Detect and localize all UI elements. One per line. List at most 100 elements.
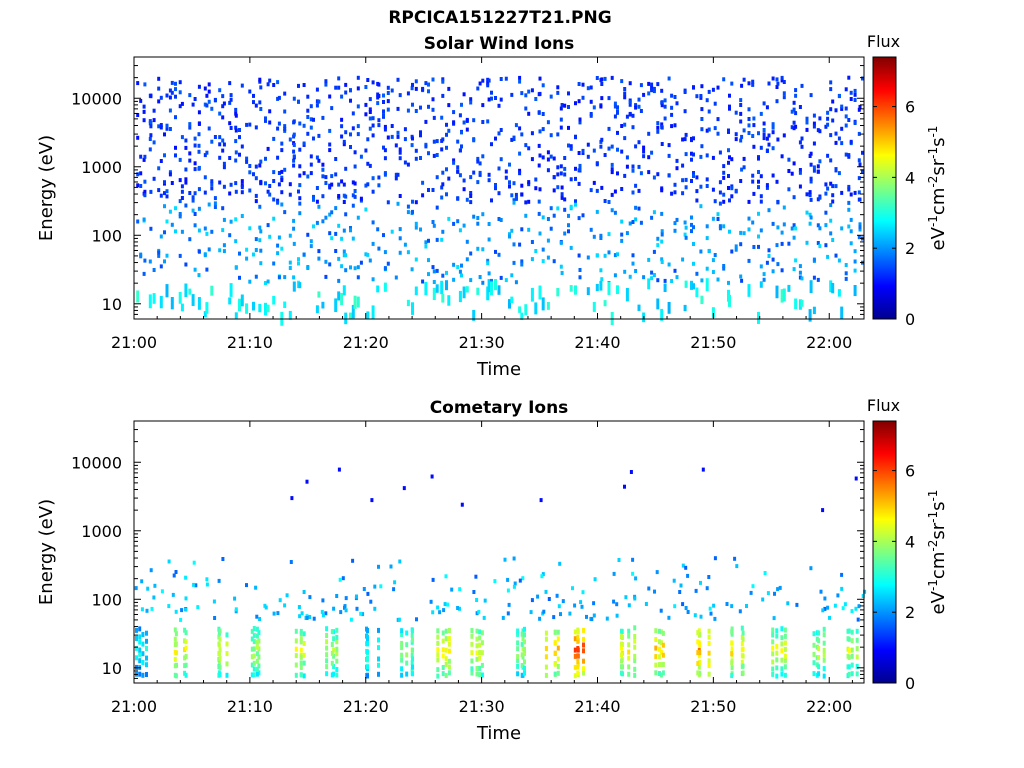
heatmap-cell (834, 131, 838, 136)
heatmap-cell (681, 563, 685, 568)
heatmap-cell (349, 312, 352, 319)
heatmap-cell (452, 277, 456, 282)
heatmap-cell (660, 142, 664, 146)
heatmap-cell (699, 249, 703, 254)
heatmap-cell (613, 210, 617, 215)
heatmap-cell (462, 178, 466, 183)
heatmap-cell (163, 230, 166, 235)
heatmap-cell (728, 106, 731, 111)
heatmap-cell (197, 110, 201, 115)
heatmap-cell (698, 650, 702, 656)
heatmap-cell (312, 616, 316, 621)
heatmap-cell (264, 605, 268, 610)
heatmap-cell (654, 662, 658, 668)
heatmap-cell (197, 228, 201, 233)
heatmap-cell (817, 664, 821, 670)
heatmap-cell (506, 577, 510, 582)
heatmap-cell (798, 168, 802, 172)
heatmap-cell (713, 253, 717, 257)
heatmap-cell (620, 79, 624, 84)
heatmap-cell (252, 660, 256, 666)
heatmap-cell (537, 110, 541, 115)
heatmap-cell (633, 666, 637, 672)
heatmap-cell (299, 654, 303, 660)
heatmap-cell (520, 641, 524, 647)
heatmap-cell (518, 79, 522, 84)
heatmap-cell (510, 228, 514, 233)
heatmap-cell (512, 556, 516, 561)
colorbar-tick-label: 6 (905, 462, 915, 481)
heatmap-cell (207, 99, 211, 104)
heatmap-cell (397, 617, 401, 622)
heatmap-cell (520, 132, 524, 137)
heatmap-cell (143, 179, 147, 184)
heatmap-cell (681, 602, 685, 607)
heatmap-cell (299, 665, 303, 670)
heatmap-cell (180, 303, 184, 312)
heatmap-cell (808, 221, 812, 226)
heatmap-cell (306, 266, 310, 270)
heatmap-cell (556, 185, 560, 190)
heatmap-cell (400, 640, 404, 646)
heatmap-cell (159, 123, 163, 127)
heatmap-cell (478, 665, 482, 671)
heatmap-cell (309, 117, 313, 122)
heatmap-cell (840, 572, 844, 577)
heatmap-cell (487, 78, 491, 83)
heatmap-cell (657, 628, 661, 634)
heatmap-cell (521, 636, 525, 641)
heatmap-cell (254, 585, 258, 590)
heatmap-cell (225, 641, 229, 647)
heatmap-cell (783, 672, 787, 678)
heatmap-cell (321, 301, 325, 309)
heatmap-cell (272, 295, 276, 305)
heatmap-cell (780, 641, 784, 647)
heatmap-cell (139, 252, 143, 257)
heatmap-cell (819, 589, 823, 594)
heatmap-cell (620, 187, 624, 191)
heatmap-cell (767, 254, 771, 258)
heatmap-cell (421, 279, 425, 284)
heatmap-cell (844, 263, 848, 267)
heatmap-cell (537, 163, 541, 168)
heatmap-cell (581, 151, 585, 155)
heatmap-cell (762, 121, 766, 126)
heatmap-cell (831, 118, 835, 123)
heatmap-cell (633, 625, 637, 631)
heatmap-cell (218, 180, 222, 185)
heatmap-cell (213, 205, 217, 209)
heatmap-cell (477, 609, 481, 614)
heatmap-cell (458, 269, 462, 274)
heatmap-cell (684, 235, 688, 240)
heatmap-cell (203, 153, 207, 158)
heatmap-cell (472, 170, 476, 175)
heatmap-cell (472, 590, 476, 594)
heatmap-cell (438, 610, 442, 615)
heatmap-cell (544, 672, 548, 678)
heatmap-cell (221, 206, 225, 211)
heatmap-cell (716, 217, 720, 221)
heatmap-cell (574, 134, 577, 139)
heatmap-cell (362, 587, 366, 591)
heatmap-cell (800, 299, 804, 307)
heatmap-cell (462, 92, 466, 97)
heatmap-cell (527, 111, 531, 116)
heatmap-cell (730, 81, 734, 86)
heatmap-cell (292, 96, 296, 101)
heatmap-cell (782, 205, 786, 210)
heatmap-cell (812, 631, 816, 637)
heatmap-cell (728, 104, 731, 109)
heatmap-cell (527, 180, 531, 185)
heatmap-cell (344, 130, 348, 135)
heatmap-cell (366, 311, 370, 320)
heatmap-cell (794, 258, 798, 263)
heatmap-cell (396, 106, 400, 111)
heatmap-cell (707, 89, 711, 94)
heatmap-cell (603, 76, 607, 81)
heatmap-cell (762, 128, 766, 132)
heatmap-cell (386, 200, 390, 205)
heatmap-cell (217, 651, 221, 656)
heatmap-cell (694, 588, 698, 593)
heatmap-cell (578, 120, 582, 125)
heatmap-cell (829, 107, 833, 112)
